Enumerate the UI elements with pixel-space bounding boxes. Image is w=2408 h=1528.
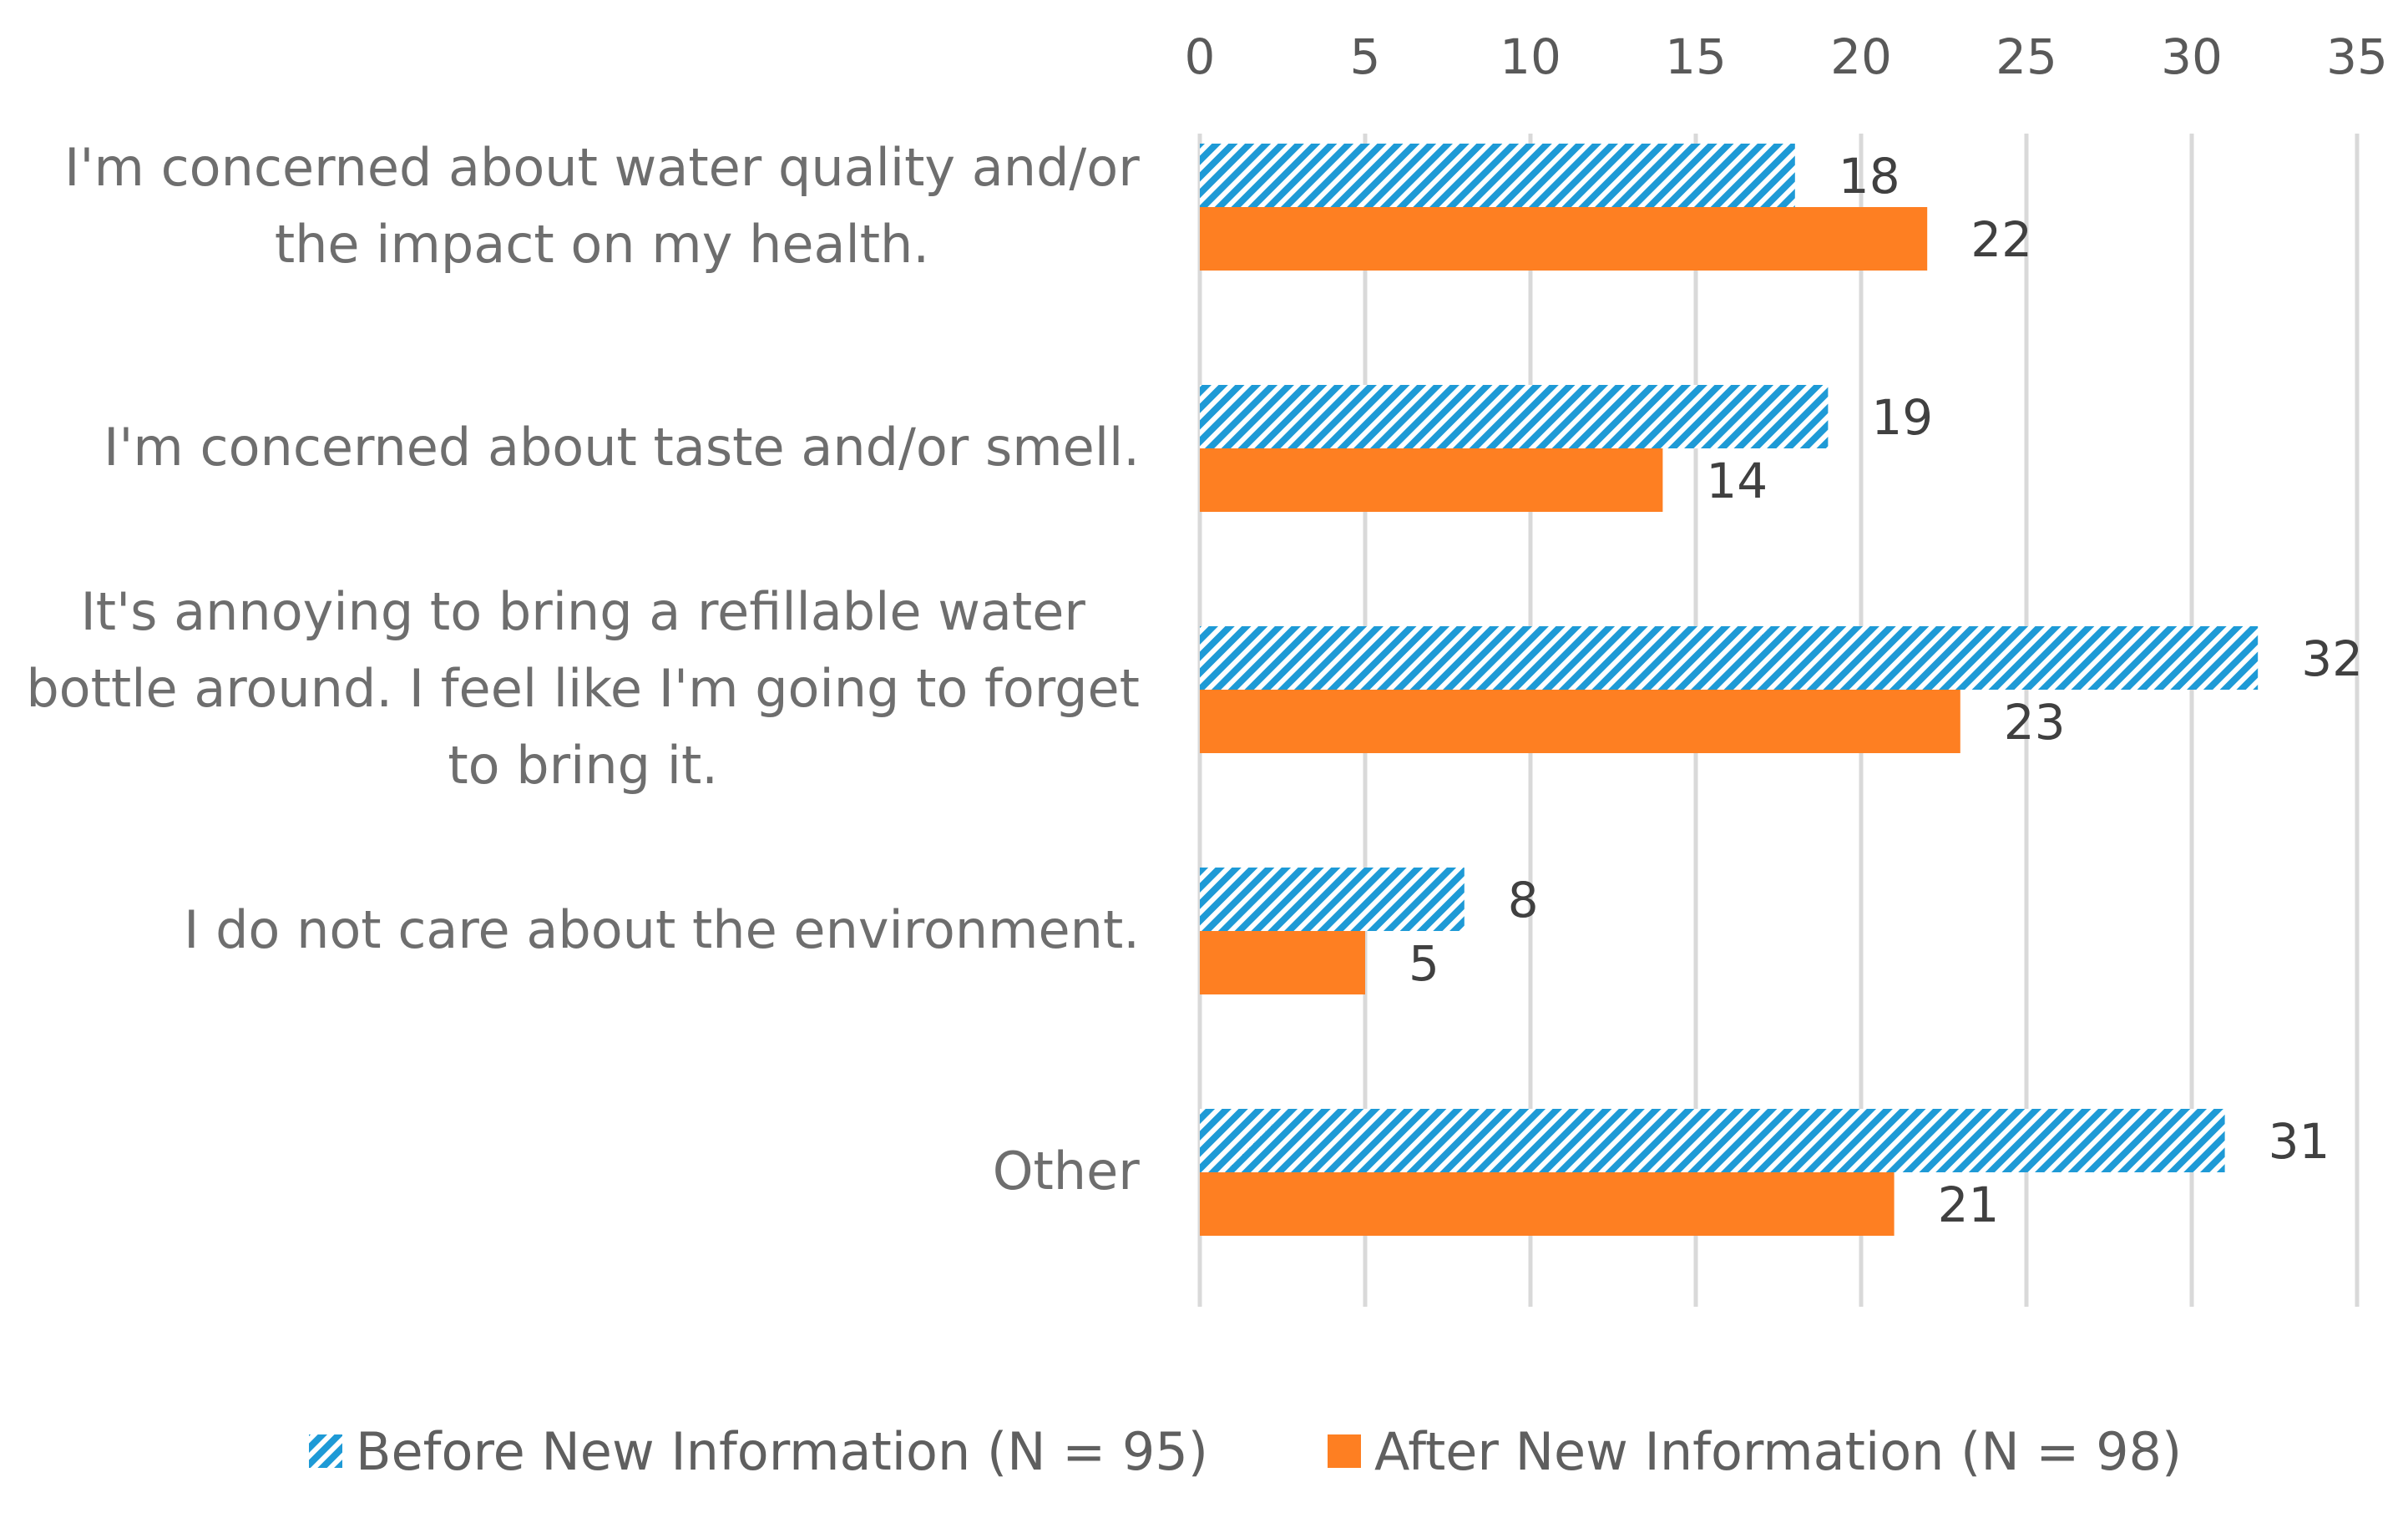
- bar-before: [1200, 868, 1465, 931]
- legend-swatch-after: [1328, 1434, 1361, 1468]
- category-label: I'm concerned about water quality and/or…: [64, 137, 1140, 275]
- category-label: Other: [993, 1141, 1141, 1202]
- data-label-before: 8: [1508, 872, 1539, 928]
- data-label-after: 5: [1409, 935, 1439, 992]
- data-label-before: 18: [1839, 148, 1900, 205]
- category-label-line: bottle around. I feel like I'm going to …: [26, 658, 1140, 719]
- x-tick-label: 35: [2326, 28, 2388, 85]
- x-axis-ticks: 0 5 10 15 20 25 30 35: [1185, 28, 2388, 85]
- data-label-after: 14: [1706, 453, 1768, 509]
- bar-before: [1200, 385, 1829, 448]
- category-label-line: Other: [993, 1141, 1141, 1202]
- bar-before: [1200, 626, 2259, 690]
- legend-label: Before New Information (N = 95): [356, 1421, 1208, 1482]
- bar-after: [1200, 931, 1365, 994]
- category-label-line: It's annoying to bring a refillable wate…: [80, 581, 1085, 642]
- x-tick-label: 30: [2161, 28, 2223, 85]
- x-tick-label: 0: [1185, 28, 1216, 85]
- data-labels: 18 19 32 8 31 22 14 23 5 21: [1409, 148, 2363, 1233]
- bars: [1200, 144, 2259, 1236]
- data-label-before: 31: [2269, 1113, 2330, 1170]
- x-tick-label: 25: [1996, 28, 2057, 85]
- legend-label: After New Information (N = 98): [1374, 1421, 2182, 1482]
- bar-after: [1200, 690, 1960, 753]
- x-tick-label: 5: [1350, 28, 1381, 85]
- bar-after: [1200, 207, 1928, 271]
- category-label-line: I do not care about the environment.: [184, 899, 1140, 960]
- data-label-after: 21: [1938, 1176, 2000, 1233]
- bar-before: [1200, 1109, 2225, 1172]
- category-label: It's annoying to bring a refillable wate…: [26, 581, 1140, 796]
- x-tick-label: 10: [1500, 28, 1561, 85]
- data-label-before: 19: [1871, 389, 1933, 446]
- x-tick-label: 20: [1830, 28, 1892, 85]
- bar-after: [1200, 448, 1663, 512]
- legend-swatch-before: [309, 1434, 342, 1468]
- category-labels: I'm concerned about water quality and/or…: [26, 137, 1140, 1202]
- bar-after: [1200, 1172, 1895, 1236]
- data-label-after: 23: [2004, 694, 2066, 751]
- legend-item-after: After New Information (N = 98): [1328, 1421, 2182, 1482]
- category-label-line: I'm concerned about water quality and/or: [64, 137, 1140, 198]
- legend: Before New Information (N = 95) After New…: [309, 1421, 2182, 1482]
- category-label-line: the impact on my health.: [275, 214, 929, 275]
- legend-item-before: Before New Information (N = 95): [309, 1421, 1208, 1482]
- category-label-line: I'm concerned about taste and/or smell.: [104, 417, 1140, 478]
- category-label: I'm concerned about taste and/or smell.: [104, 417, 1140, 478]
- data-label-before: 32: [2301, 630, 2363, 687]
- category-label-line: to bring it.: [448, 735, 718, 796]
- bar-before: [1200, 144, 1795, 207]
- category-label: I do not care about the environment.: [184, 899, 1140, 960]
- x-tick-label: 15: [1665, 28, 1727, 85]
- data-label-after: 22: [1970, 211, 2032, 268]
